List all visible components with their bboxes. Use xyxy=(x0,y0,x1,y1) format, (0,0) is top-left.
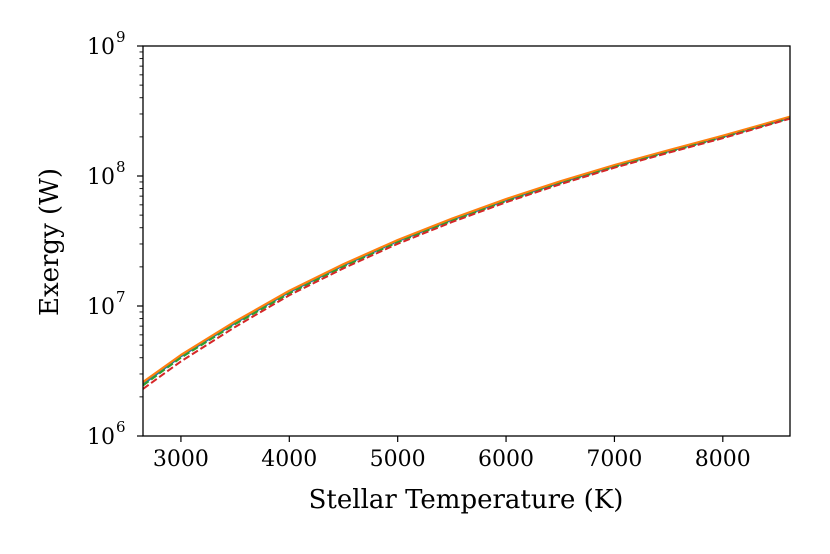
y-tick-base: 10 xyxy=(87,35,115,60)
series-line-3 xyxy=(142,117,791,387)
y-tick-label: 10 xyxy=(87,35,115,60)
y-tick-base: 10 xyxy=(87,295,115,320)
series-line-4 xyxy=(142,117,791,390)
x-tick-label: 8000 xyxy=(695,447,751,472)
y-tick-exponent: 7 xyxy=(116,288,126,306)
series-line-1 xyxy=(142,116,791,386)
x-axis-label: Stellar Temperature (K) xyxy=(309,485,624,515)
y-tick-exponent: 9 xyxy=(116,28,126,46)
y-tick-exponent: 6 xyxy=(116,418,126,436)
y-tick-label: 10 xyxy=(87,165,115,190)
x-tick-label: 7000 xyxy=(586,447,642,472)
y-tick-base: 10 xyxy=(87,165,115,190)
x-axis-ticks: 3000 4000 5000 6000 7000 8000 xyxy=(153,436,751,472)
y-tick-label: 10 xyxy=(87,295,115,320)
y-tick-base: 10 xyxy=(87,425,115,450)
y-tick-exponent: 8 xyxy=(116,158,126,176)
x-tick-label: 3000 xyxy=(153,447,209,472)
series-line-2 xyxy=(142,115,791,383)
plot-frame xyxy=(142,45,791,437)
y-axis-label: Exergy (W) xyxy=(35,168,65,316)
x-tick-label: 6000 xyxy=(478,447,534,472)
x-tick-label: 4000 xyxy=(261,447,317,472)
x-tick-label: 5000 xyxy=(370,447,426,472)
series-layer xyxy=(142,115,791,390)
y-tick-label: 10 xyxy=(87,425,115,450)
